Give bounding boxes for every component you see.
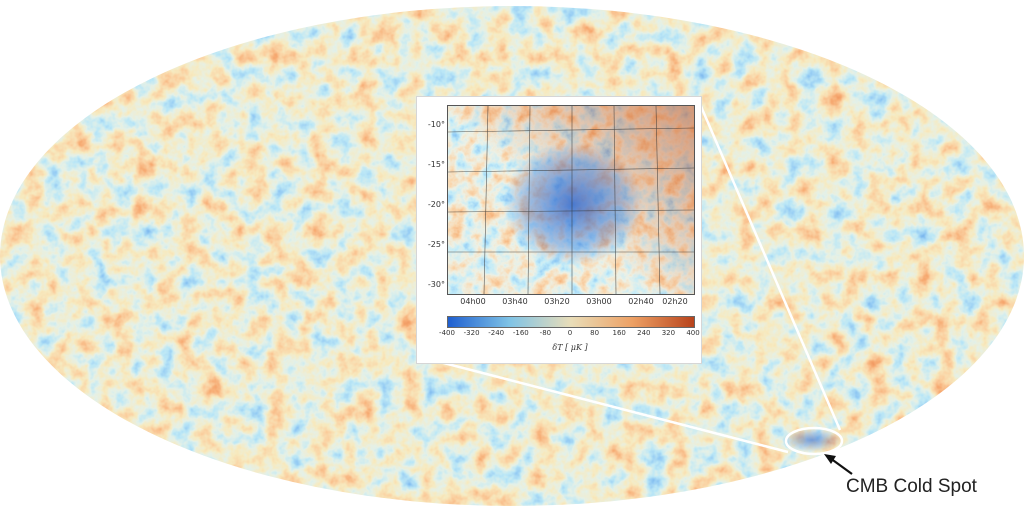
inset-y-tick: -30° bbox=[427, 280, 445, 289]
cold-spot-marker bbox=[784, 426, 844, 456]
inset-temperature-map bbox=[447, 105, 695, 295]
zoom-connector-line bbox=[698, 103, 842, 431]
temperature-colorbar bbox=[447, 316, 695, 328]
inset-y-tick: -15° bbox=[427, 160, 445, 169]
colorbar-tick: 240 bbox=[637, 329, 651, 337]
colorbar-tick: 400 bbox=[686, 329, 700, 337]
inset-x-tick: 03h00 bbox=[586, 297, 612, 306]
inset-x-tick: 02h40 bbox=[628, 297, 654, 306]
inset-y-tick: -10° bbox=[427, 120, 445, 129]
inset-x-tick: 03h20 bbox=[544, 297, 570, 306]
inset-x-tick: 02h20 bbox=[662, 297, 688, 306]
colorbar-tick: 0 bbox=[567, 329, 573, 337]
colorbar-tick: 160 bbox=[612, 329, 626, 337]
colorbar-tick: -320 bbox=[463, 329, 480, 337]
callout-arrow bbox=[829, 457, 853, 475]
inset-y-tick: -20° bbox=[427, 200, 445, 209]
callout-arrowhead bbox=[824, 454, 836, 464]
cold-spot-zoom-inset: -10° -15° -20° -25° -30° 04h00 03h40 03h… bbox=[416, 96, 702, 364]
colorbar-tick: 80 bbox=[590, 329, 600, 337]
colorbar-tick: -80 bbox=[539, 329, 552, 337]
colorbar-label: δT [ μK ] bbox=[552, 343, 588, 352]
colorbar-tick: -240 bbox=[488, 329, 505, 337]
colorbar-tick: -160 bbox=[512, 329, 529, 337]
inset-x-tick: 04h00 bbox=[460, 297, 486, 306]
inset-y-tick: -25° bbox=[427, 240, 445, 249]
inset-x-tick: 03h40 bbox=[502, 297, 528, 306]
cold-spot-callout-label: CMB Cold Spot bbox=[846, 476, 977, 497]
colorbar-tick: -400 bbox=[439, 329, 455, 337]
zoom-connector-line bbox=[439, 360, 789, 454]
colorbar-tick: 320 bbox=[661, 329, 676, 337]
